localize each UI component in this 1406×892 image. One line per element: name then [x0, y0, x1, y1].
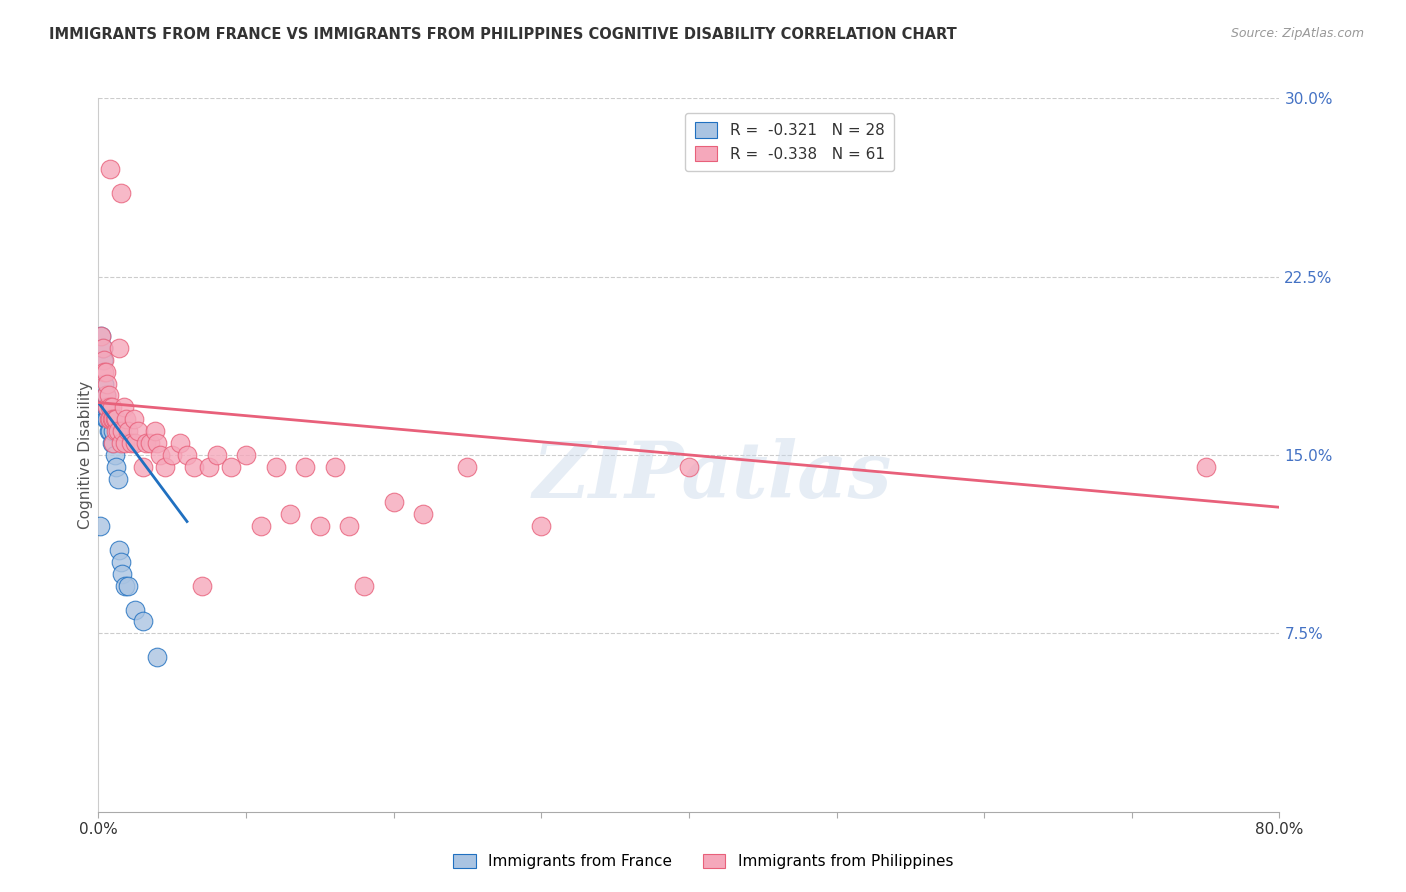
Point — [309, 519, 332, 533]
Point — [1195, 459, 1218, 474]
Point — [91, 341, 114, 355]
Point — [323, 459, 346, 474]
Point — [198, 459, 221, 474]
Point — [91, 352, 114, 367]
Point — [132, 615, 155, 629]
Point — [132, 459, 155, 474]
Point — [105, 412, 128, 426]
Point — [219, 459, 242, 474]
Point — [146, 650, 169, 665]
Point — [135, 436, 157, 450]
Point — [530, 519, 553, 533]
Point — [93, 352, 115, 367]
Point — [110, 186, 132, 201]
Point — [111, 566, 134, 581]
Point — [169, 436, 191, 450]
Point — [108, 543, 131, 558]
Point — [107, 424, 129, 438]
Point — [162, 448, 183, 462]
Point — [98, 162, 121, 177]
Point — [97, 388, 120, 402]
Point — [100, 412, 122, 426]
Point — [107, 472, 129, 486]
Point — [235, 448, 257, 462]
Point — [278, 508, 302, 522]
Point — [103, 436, 125, 450]
Point — [103, 412, 125, 426]
Point — [111, 424, 134, 438]
Text: ZIPatlas: ZIPatlas — [533, 438, 893, 515]
Point — [94, 401, 117, 415]
Point — [456, 459, 478, 474]
Point — [124, 436, 146, 450]
Point — [153, 459, 176, 474]
Point — [100, 436, 122, 450]
Point — [100, 401, 122, 415]
Point — [93, 401, 115, 415]
Point — [91, 341, 114, 355]
Point — [250, 519, 273, 533]
Point — [114, 436, 136, 450]
Point — [93, 365, 115, 379]
Point — [94, 412, 117, 426]
Point — [183, 459, 205, 474]
Point — [98, 401, 121, 415]
Point — [117, 579, 139, 593]
Point — [264, 459, 287, 474]
Point — [339, 519, 360, 533]
Point — [89, 519, 111, 533]
Point — [93, 376, 115, 391]
Legend: R =  -0.321   N = 28, R =  -0.338   N = 61: R = -0.321 N = 28, R = -0.338 N = 61 — [685, 113, 894, 171]
Point — [96, 412, 118, 426]
Point — [104, 448, 127, 462]
Text: IMMIGRANTS FROM FRANCE VS IMMIGRANTS FROM PHILIPPINES COGNITIVE DISABILITY CORRE: IMMIGRANTS FROM FRANCE VS IMMIGRANTS FRO… — [49, 27, 957, 42]
Point — [90, 329, 112, 343]
Point — [122, 412, 145, 426]
Point — [115, 412, 138, 426]
Point — [103, 436, 125, 450]
Point — [96, 401, 118, 415]
Legend: Immigrants from France, Immigrants from Philippines: Immigrants from France, Immigrants from … — [447, 848, 959, 875]
Point — [117, 424, 139, 438]
Point — [112, 401, 135, 415]
Point — [90, 329, 112, 343]
Text: Source: ZipAtlas.com: Source: ZipAtlas.com — [1230, 27, 1364, 40]
Point — [412, 508, 434, 522]
Point — [110, 436, 132, 450]
Point — [94, 388, 117, 402]
Point — [146, 436, 169, 450]
Point — [124, 602, 146, 616]
Point — [98, 412, 121, 426]
Point — [127, 424, 149, 438]
Point — [98, 412, 121, 426]
Point — [105, 459, 128, 474]
Point — [96, 401, 118, 415]
Point — [105, 424, 128, 438]
Point — [149, 448, 172, 462]
Point — [108, 341, 131, 355]
Point — [120, 436, 142, 450]
Point — [103, 424, 125, 438]
Point — [205, 448, 228, 462]
Point — [96, 376, 118, 391]
Point — [94, 388, 117, 402]
Point — [98, 424, 121, 438]
Point — [94, 365, 117, 379]
Point — [110, 555, 132, 569]
Point — [114, 579, 136, 593]
Y-axis label: Cognitive Disability: Cognitive Disability — [77, 381, 93, 529]
Point — [294, 459, 316, 474]
Point — [353, 579, 375, 593]
Point — [97, 412, 120, 426]
Point — [176, 448, 198, 462]
Point — [143, 424, 166, 438]
Point — [97, 424, 120, 438]
Point — [678, 459, 700, 474]
Point — [139, 436, 162, 450]
Point — [191, 579, 214, 593]
Point — [104, 412, 127, 426]
Point — [382, 495, 405, 509]
